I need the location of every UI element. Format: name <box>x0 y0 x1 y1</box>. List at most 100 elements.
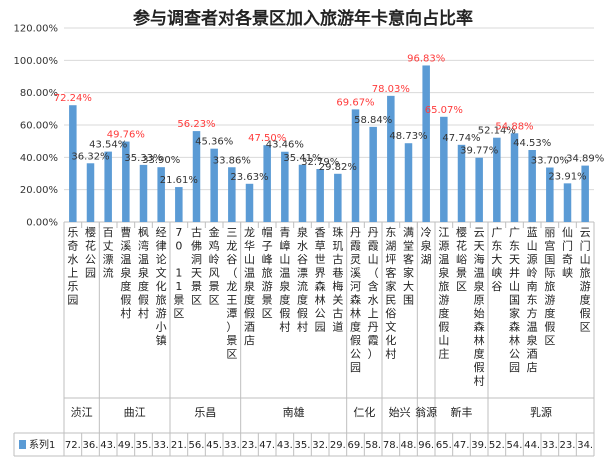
table-value: 45. <box>206 440 222 451</box>
category-label: 樱花公园 <box>85 226 96 280</box>
bar <box>316 168 324 222</box>
category-label: 帽子峰旅游景区 <box>262 226 273 320</box>
category-label: 百丈漂流 <box>103 226 114 280</box>
group-label: 翁源 <box>415 405 437 419</box>
y-tick-label: 0.00% <box>26 218 58 229</box>
bar <box>493 137 501 222</box>
data-label: 56.23% <box>177 119 215 130</box>
table-value: 35. <box>136 440 152 451</box>
bar <box>404 143 413 222</box>
table-value: 33. <box>542 440 558 451</box>
bar <box>563 183 572 222</box>
legend-table-row: 72. 36. 43. 49. 35. 33. 21. 56. 45. 33. 23. 47. 43. 3… <box>19 438 593 451</box>
table-value: 21. <box>171 440 187 451</box>
bar <box>157 167 165 222</box>
bar <box>281 151 289 222</box>
data-label: 43.54% <box>89 140 127 151</box>
bar <box>175 187 183 222</box>
group-label: 乳源 <box>530 405 552 419</box>
data-label: 36.32% <box>71 151 109 162</box>
group-labels: 浈江 曲江 乐昌 南雄 仁化 始兴 翁源 新丰 乳源 <box>71 405 552 419</box>
table-value: 29. <box>330 440 346 451</box>
category-label: 珠玑古巷梅关古道 <box>332 225 343 334</box>
bar <box>69 105 77 222</box>
bar <box>422 65 430 223</box>
table-value: 36. <box>83 440 99 451</box>
category-label: 香草世界森林公园 <box>315 226 326 334</box>
category-label: 云门山旅游度假区 <box>580 226 591 334</box>
bar <box>510 133 519 222</box>
group-label: 始兴 <box>389 405 411 419</box>
table-value: 32. <box>312 440 328 451</box>
table-value: 44. <box>524 440 540 451</box>
table-value: 34. <box>577 440 593 451</box>
data-labels: 72.24% 36.32%43.54%49.76% 35.33%33.90% 21.6… <box>54 53 604 186</box>
data-label: 33.86% <box>213 155 251 166</box>
y-tick-label: 80.00% <box>20 88 58 99</box>
bar <box>440 116 448 222</box>
group-label: 仁化 <box>353 405 375 419</box>
category-label: 东湖坪客家民俗文化村 <box>385 226 396 361</box>
data-label: 65.07% <box>425 105 463 116</box>
table-value: 54. <box>507 440 523 451</box>
table-value: 47. <box>454 440 470 451</box>
bar <box>104 151 112 222</box>
bar <box>263 145 271 222</box>
group-label: 南雄 <box>283 405 305 419</box>
table-value: 23. <box>242 440 258 451</box>
table-value: 69. <box>348 440 364 451</box>
y-tick-label: 120.00% <box>14 24 59 35</box>
category-label: 乐奇水上乐园 <box>67 226 78 307</box>
table-value: 78. <box>383 440 399 451</box>
data-label: 34.89% <box>566 154 604 165</box>
bar <box>228 167 236 222</box>
data-label: 23.91% <box>548 171 586 182</box>
y-tick-label: 20.00% <box>20 185 58 196</box>
category-label: 丹霞灵溪河森林度假公园 <box>350 226 361 374</box>
bar <box>546 167 554 222</box>
data-label: 44.53% <box>513 138 551 149</box>
chart-title: 参与调查者对各景区加入旅游年卡意向占比率 <box>133 8 473 29</box>
category-label: 金鸡岭风景区 <box>209 225 220 307</box>
data-label: 33.90% <box>142 155 180 166</box>
category-label: 仙门奇峡 <box>562 226 573 280</box>
category-label: 丽宫国际旅游度假区 <box>544 226 555 347</box>
bar <box>334 173 342 222</box>
bar <box>369 126 377 222</box>
data-label: 39.77% <box>460 146 498 157</box>
table-value: 96. <box>418 440 434 451</box>
table-value: 39. <box>471 440 487 451</box>
table-value: 43. <box>277 440 293 451</box>
category-label: 樱花峪景区 <box>456 226 467 293</box>
y-tick-label: 100.00% <box>14 56 59 67</box>
table-value: 35. <box>295 440 311 451</box>
gridlines <box>13 27 595 457</box>
table-value: 58. <box>365 440 381 451</box>
data-label: 58.84% <box>354 115 392 126</box>
category-label: 云天海温泉原始森林度假村 <box>474 226 485 388</box>
bar <box>139 164 148 222</box>
bar <box>581 165 589 222</box>
data-label: 23.63% <box>230 172 268 183</box>
category-label: 龙华山温泉度假酒店 <box>244 226 255 347</box>
bar <box>210 148 218 222</box>
data-label: 29.82% <box>319 162 357 173</box>
table-value: 52. <box>489 440 505 451</box>
y-axis: 0.00% 20.00% 40.00% 60.00% 80.00% 100.00% 120.… <box>14 24 59 229</box>
data-label: 45.36% <box>195 137 233 148</box>
table-value: 43. <box>100 440 116 451</box>
table-value: 65. <box>436 440 452 451</box>
category-label: 枫湾温泉度假村 <box>138 225 149 320</box>
category-label: 冷泉湖 <box>421 226 432 266</box>
bar <box>245 183 254 222</box>
bar <box>122 141 130 222</box>
category-label: 广东天井山国家森林公园 <box>509 226 520 374</box>
bars <box>69 65 589 223</box>
category-label: 经律论文化旅游小镇 <box>156 226 167 347</box>
data-label: 43.46% <box>266 140 304 151</box>
table-value: 33. <box>153 440 169 451</box>
data-label: 32.79% <box>301 157 339 168</box>
group-label: 浈江 <box>71 406 93 419</box>
